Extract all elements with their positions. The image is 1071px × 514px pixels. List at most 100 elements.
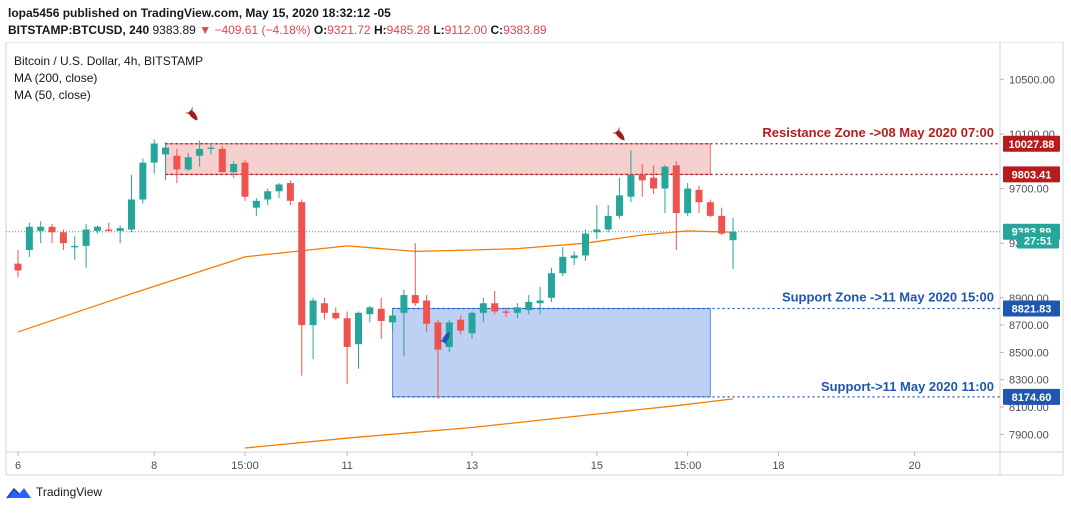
price-label: 10027.88 [1009,139,1055,151]
publisher-line: lopa5456 published on TradingView.com, M… [8,6,391,20]
candle-body [411,295,419,304]
candle-body [252,200,260,208]
candle-body [207,147,215,149]
candle-body [230,163,238,173]
candle-body [218,148,226,173]
low-value: 9112.00 [444,23,488,37]
candle-body [593,229,601,233]
x-tick-label: 8 [151,460,157,472]
candle-body [468,312,476,334]
y-tick-label: 8300.00 [1009,375,1049,387]
candle-body [128,199,135,230]
open-label: O: [313,23,328,37]
high-value: 9485.28 [386,23,430,37]
y-tick-label: 8700.00 [1009,320,1049,332]
x-tick-label: 15:00 [231,460,259,472]
symbol-label: BITSTAMP:BTCUSD, 240 [8,23,150,37]
candle-body [582,233,589,256]
candle-body [355,312,362,345]
candle-body [502,311,510,313]
candle-body [604,215,612,230]
price-chart[interactable]: 10500.0010100.009700.009300.008900.00870… [0,42,1071,480]
last-price: 9383.89 [152,23,196,37]
y-tick-label: 8500.00 [1009,347,1049,359]
rocket-down-icon-shape [184,106,198,121]
chart-frame [5,42,1064,476]
x-tick-label: 20 [909,460,921,472]
down-arrow-icon: ▼ [199,23,212,37]
candle-body [48,226,56,233]
ma200-line [244,398,734,449]
close-label: C: [490,23,504,37]
support-annotation: Support->11 May 2020 11:00 [821,379,994,394]
candle-body [309,300,317,326]
candle-body [638,174,646,181]
legend-ma50: MA (50, close) [14,88,91,102]
candle-body [729,231,737,241]
candle-body [547,273,555,298]
y-tick-label: 10500.00 [1009,74,1055,86]
candle-body [25,226,33,250]
price-label: 9803.41 [1012,169,1052,181]
chart-legend: Bitcoin / U.S. Dollar, 4h, BITSTAMP MA (… [14,53,203,104]
price-label: 27:51 [1024,235,1052,247]
zone-rect [392,307,711,398]
open-value: 9321.72 [327,23,371,37]
candle-body [105,229,113,231]
candle-body [377,308,385,322]
x-tick-label: 6 [15,460,21,472]
candle-body [139,162,147,200]
tradingview-logo-icon [6,487,31,499]
tradingview-logo[interactable]: TradingView [6,485,102,499]
candle-body [684,188,692,214]
candle-body [650,177,658,189]
candle-body [706,202,714,216]
price-label-bg [1003,135,1060,152]
candle-body [14,263,22,271]
candle-body [37,226,45,231]
rocket-down-icon-shape [611,126,625,141]
candle-body [616,195,624,216]
zone-rect [165,143,711,175]
support-zone-annotation: Support Zone ->11 May 2020 15:00 [782,289,994,304]
high-label: H: [373,23,387,37]
candle-body [434,322,442,350]
candle-body [82,229,90,246]
legend-ma200: MA (200, close) [14,71,98,85]
x-tick-label: 15:00 [674,460,702,472]
candle-body [264,191,272,200]
candle-body [286,183,294,201]
candle-body [400,295,408,313]
x-tick-label: 11 [341,460,352,472]
candle-body [150,143,158,163]
candle-body [298,202,306,326]
candle-body [241,162,249,197]
candle-body [320,303,328,313]
candle-body [162,147,170,155]
candle-body [196,148,204,156]
candle-body [661,166,669,189]
y-tick-label: 9700.00 [1009,184,1049,196]
x-tick-label: 15 [591,460,603,472]
resistance-annotation: Resistance Zone ->08 May 2020 07:00 [762,125,994,140]
rocket-up-icon [438,331,450,347]
price-label: 8821.83 [1012,303,1052,315]
candle-body [423,300,431,324]
candle-body [389,315,397,323]
price-label-bg [1003,166,1060,183]
price-change: −409.61 (−4.18%) [214,23,311,37]
candle-body [366,307,374,315]
rocket-up-icon-shape [438,331,450,347]
x-tick-label: 18 [772,460,784,472]
candle-body [559,256,567,274]
price-label-bg [1017,232,1059,249]
close-value: 9383.89 [503,23,547,37]
rocket-down-icon [184,106,198,121]
candle-body [184,157,192,170]
candle-body [672,165,680,214]
candle-body [525,301,533,311]
price-label-bg [1003,388,1060,405]
candle-body [695,189,703,203]
ma50-line [17,230,734,333]
price-label: 8174.60 [1012,392,1052,404]
